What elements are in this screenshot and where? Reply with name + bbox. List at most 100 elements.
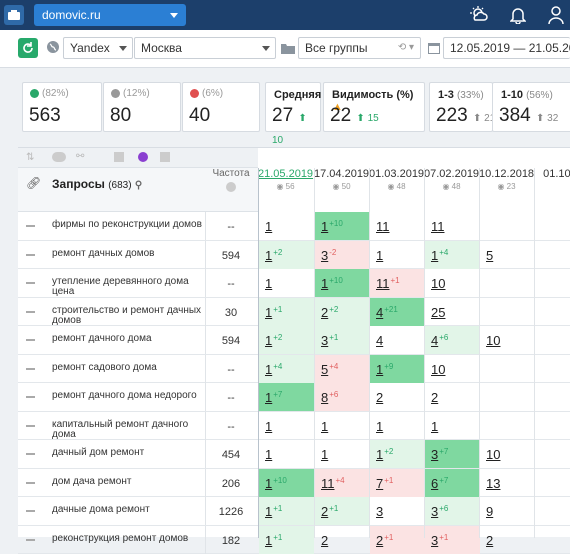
position-cell[interactable]: [480, 383, 535, 411]
position-cell[interactable]: 3+6: [425, 497, 480, 525]
position-cell[interactable]: 1+4: [425, 241, 480, 269]
link-icon[interactable]: ⚯: [76, 151, 84, 162]
position-cell[interactable]: 1+4: [259, 355, 314, 383]
queries-header[interactable]: Запросы (683) ⚲: [52, 177, 142, 191]
position-link[interactable]: 5: [486, 248, 493, 263]
position-cell[interactable]: 3-2: [315, 241, 370, 269]
position-link[interactable]: 11+4: [321, 476, 345, 491]
weather-icon[interactable]: [470, 5, 490, 25]
position-cell[interactable]: 5+4: [315, 355, 370, 383]
position-cell[interactable]: 10: [425, 269, 480, 297]
position-cell[interactable]: [480, 355, 535, 383]
position-link[interactable]: 1: [431, 419, 438, 434]
position-link[interactable]: 10: [431, 362, 445, 377]
refresh-button[interactable]: [18, 38, 38, 58]
position-cell[interactable]: 10: [425, 355, 480, 383]
minus-icon[interactable]: [26, 482, 35, 484]
position-cell[interactable]: [480, 298, 535, 326]
position-cell[interactable]: 2+1: [315, 497, 370, 525]
position-link[interactable]: 3+7: [431, 447, 448, 462]
date-column-header[interactable]: 01.03.2019◉ 48: [369, 168, 424, 212]
bell-icon[interactable]: [508, 5, 528, 25]
position-cell[interactable]: [480, 212, 535, 240]
minus-icon[interactable]: [26, 453, 35, 455]
position-cell[interactable]: 4+21: [370, 298, 425, 326]
position-cell[interactable]: 11+4: [315, 469, 370, 497]
position-cell[interactable]: 1: [259, 412, 314, 440]
position-link[interactable]: 1+4: [431, 248, 448, 263]
position-link[interactable]: 7+1: [376, 476, 393, 491]
position-cell[interactable]: 1+1: [259, 526, 314, 554]
position-link[interactable]: 1: [265, 419, 272, 434]
date-column-header[interactable]: 17.04.2019◉ 50: [314, 168, 369, 212]
minus-icon[interactable]: [26, 368, 35, 370]
position-cell[interactable]: 1+1: [259, 298, 314, 326]
position-cell[interactable]: 1: [259, 440, 314, 468]
position-link[interactable]: 11: [431, 219, 445, 234]
position-cell[interactable]: 1: [259, 269, 314, 297]
position-cell[interactable]: 1: [315, 440, 370, 468]
position-link[interactable]: 2: [431, 390, 438, 405]
position-cell[interactable]: 1+2: [259, 326, 314, 354]
settings-icon[interactable]: ⟲ ▾: [398, 42, 414, 53]
position-link[interactable]: 11+1: [376, 276, 400, 291]
position-cell[interactable]: 4+6: [425, 326, 480, 354]
position-link[interactable]: 1: [376, 248, 383, 263]
user-icon[interactable]: [546, 5, 566, 25]
position-cell[interactable]: 1+10: [315, 212, 370, 240]
position-link[interactable]: 1+10: [265, 476, 287, 491]
table-icon[interactable]: [114, 152, 124, 162]
visibility-card[interactable]: Видимость (%) ▲ 22 ⬆ 15: [323, 82, 425, 132]
position-link[interactable]: 1+2: [376, 447, 393, 462]
position-cell[interactable]: 1: [425, 412, 480, 440]
position-cell[interactable]: 4: [370, 326, 425, 354]
toggle-icon[interactable]: [52, 152, 66, 162]
position-cell[interactable]: [480, 412, 535, 440]
position-cell[interactable]: 1+9: [370, 355, 425, 383]
minus-icon[interactable]: [26, 254, 35, 256]
position-link[interactable]: 2+2: [321, 305, 338, 320]
position-link[interactable]: 2: [321, 533, 328, 548]
position-cell[interactable]: 25: [425, 298, 480, 326]
position-cell[interactable]: 11: [370, 212, 425, 240]
stat-card-down[interactable]: (6%) 40: [182, 82, 260, 132]
position-cell[interactable]: 11: [425, 212, 480, 240]
position-cell[interactable]: 1: [259, 212, 314, 240]
position-cell[interactable]: 3+7: [425, 440, 480, 468]
position-cell[interactable]: 1+7: [259, 383, 314, 411]
stat-card-same[interactable]: (12%) 80: [103, 82, 181, 132]
minus-icon[interactable]: [26, 339, 35, 341]
date-range-select[interactable]: 12.05.2019 — 21.05.2019: [443, 37, 570, 59]
position-link[interactable]: 25: [431, 305, 445, 320]
position-cell[interactable]: 1: [370, 241, 425, 269]
position-cell[interactable]: 9: [480, 497, 535, 525]
top10-card[interactable]: 1-10 (56%) 384 ⬆ 32: [492, 82, 570, 132]
position-cell[interactable]: 2: [315, 526, 370, 554]
date-column-header[interactable]: 01.10.2: [534, 168, 570, 212]
position-link[interactable]: 1+10: [321, 219, 343, 234]
contrast-icon[interactable]: [138, 152, 148, 162]
position-link[interactable]: 2+1: [376, 533, 393, 548]
sort-icon[interactable]: ⇅: [26, 152, 34, 163]
position-link[interactable]: 3+1: [321, 333, 338, 348]
position-link[interactable]: 1+1: [265, 533, 282, 548]
position-link[interactable]: 6+7: [431, 476, 448, 491]
group-select[interactable]: Все группы ⟲ ▾: [298, 37, 421, 59]
position-link[interactable]: 1+9: [376, 362, 393, 377]
position-cell[interactable]: 1: [315, 412, 370, 440]
date-column-header[interactable]: 07.02.2019◉ 48: [424, 168, 479, 212]
average-card[interactable]: Средняя 27 ⬆ 10: [265, 82, 321, 132]
link-icon[interactable]: 🔗︎: [26, 176, 41, 190]
stat-card-up[interactable]: (82%) 563: [22, 82, 102, 132]
top3-card[interactable]: 1-3 (33%) 223 ⬆ 21: [429, 82, 493, 132]
position-cell[interactable]: 11+1: [370, 269, 425, 297]
search-engine-select[interactable]: Yandex: [63, 37, 133, 59]
position-link[interactable]: 2: [486, 533, 493, 548]
position-cell[interactable]: 2: [480, 526, 535, 554]
